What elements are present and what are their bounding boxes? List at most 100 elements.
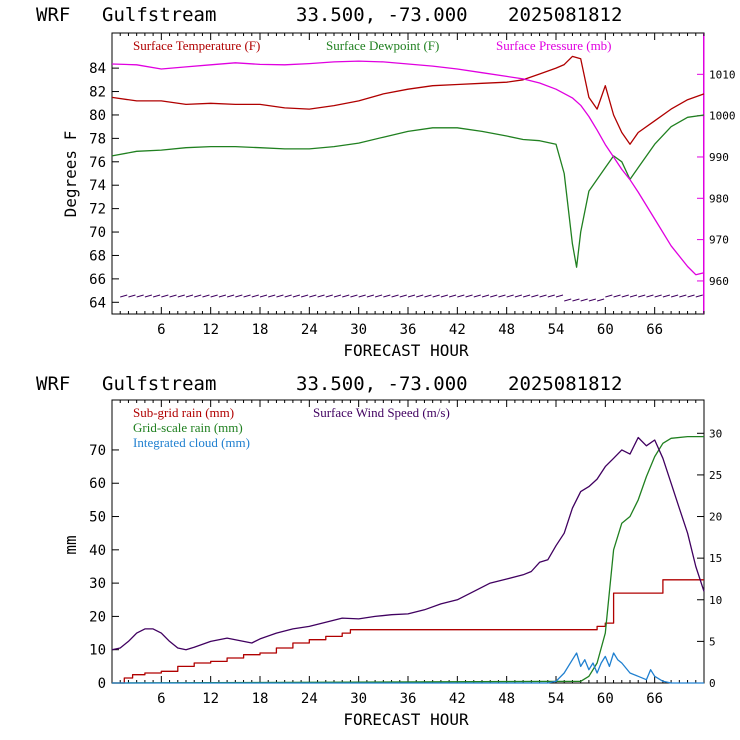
wind-barb bbox=[259, 294, 268, 298]
p1-ytick-label: 76 bbox=[89, 155, 106, 171]
wind-barb bbox=[226, 294, 235, 298]
wind-barb bbox=[572, 298, 580, 302]
wind-barb bbox=[687, 294, 695, 298]
p2-y2tick-label: 0 bbox=[709, 677, 716, 690]
p1-ytick-label: 78 bbox=[89, 131, 106, 147]
p2-ytick-label: 30 bbox=[89, 576, 106, 592]
wind-barb bbox=[350, 294, 358, 298]
p1-right-axis-line bbox=[703, 33, 705, 314]
p1-y2tick-label: 1000 bbox=[709, 110, 736, 123]
wind-barb bbox=[366, 294, 375, 298]
wind-barb bbox=[374, 294, 383, 298]
p2-xtick-label: 24 bbox=[301, 691, 318, 707]
p1-xtick-label: 18 bbox=[252, 322, 269, 338]
wind-barb bbox=[498, 294, 506, 298]
wind-barb bbox=[284, 294, 292, 298]
wind-barb bbox=[506, 294, 514, 298]
p1-ytick-label: 80 bbox=[89, 108, 106, 124]
wind-barb bbox=[654, 294, 662, 298]
p1-ytick-label: 74 bbox=[89, 178, 106, 194]
p1-y2tick-label: 1010 bbox=[709, 68, 736, 81]
wind-barb bbox=[251, 294, 259, 298]
wind-barb bbox=[235, 294, 243, 298]
p2-ytick-label: 60 bbox=[89, 476, 106, 492]
p1-xtick-label: 42 bbox=[449, 322, 466, 338]
series-surface-temperature-f bbox=[111, 55, 705, 145]
wind-barb bbox=[407, 294, 416, 298]
p2-xtick-label: 66 bbox=[646, 691, 663, 707]
p1-y2tick-label: 990 bbox=[709, 151, 729, 164]
p1-xtick-label: 60 bbox=[597, 322, 614, 338]
panel1-header: WRF Gulfstream 33.500, -73.000 202508181… bbox=[0, 0, 740, 30]
p2-y2tick-label: 20 bbox=[709, 511, 722, 524]
wind-barb bbox=[522, 294, 531, 298]
p1-xtick-label: 36 bbox=[400, 322, 417, 338]
wind-barb bbox=[555, 294, 564, 298]
wind-barb bbox=[185, 294, 194, 298]
p2-y2tick-label: 15 bbox=[709, 552, 722, 565]
p1-series-group bbox=[111, 55, 705, 276]
p2-axes: 6 12 18 24 30 36 42 48 54 60 66 0 10 20 30 40 50 60 70 0 5 10… bbox=[89, 400, 722, 707]
p2-ytick-label: 50 bbox=[89, 510, 106, 526]
p2-ytick-label: 0 bbox=[98, 676, 106, 692]
p2-ylabel: mm bbox=[61, 535, 80, 554]
legend-surface-dewpoint: Surface Dewpoint (F) bbox=[326, 38, 439, 53]
p1-ytick-label: 66 bbox=[89, 272, 106, 288]
wind-barb bbox=[152, 294, 161, 298]
p2-xtick-label: 18 bbox=[252, 691, 269, 707]
wind-barbs bbox=[120, 294, 703, 302]
series-grid-scale-rain-mm bbox=[111, 435, 704, 684]
p2-xtick-label: 54 bbox=[548, 691, 565, 707]
precipitation-chart: 6 12 18 24 30 36 42 48 54 60 66 0 10 20 30 40 50 60 70 0 5 10… bbox=[61, 399, 722, 729]
series-surface-dewpoint-f bbox=[111, 114, 705, 268]
wind-barb bbox=[448, 294, 457, 298]
wind-barb bbox=[621, 294, 629, 298]
wind-barb bbox=[120, 294, 128, 298]
wind-barb bbox=[629, 294, 638, 298]
series-integrated-cloud-mm bbox=[112, 652, 704, 684]
p2-ytick-label: 70 bbox=[89, 443, 106, 459]
panel1-coords: 33.500, -73.000 bbox=[296, 4, 468, 26]
wind-barb bbox=[399, 294, 407, 298]
legend-subgrid-rain: Sub-grid rain (mm) bbox=[133, 405, 234, 420]
p2-xtick-label: 42 bbox=[449, 691, 466, 707]
panel1-site: Gulfstream bbox=[102, 4, 217, 26]
p1-y2tick-label: 980 bbox=[709, 192, 729, 205]
p1-xtick-label: 66 bbox=[646, 322, 663, 338]
wind-barb bbox=[383, 294, 391, 298]
p2-series-group bbox=[111, 435, 705, 684]
panel2-header: WRF Gulfstream 33.500, -73.000 202508181… bbox=[0, 369, 740, 399]
p2-xtick-label: 6 bbox=[157, 691, 165, 707]
wind-barb bbox=[481, 294, 490, 298]
p1-xtick-label: 54 bbox=[548, 322, 565, 338]
wind-barb bbox=[210, 294, 218, 298]
p2-xtick-label: 60 bbox=[597, 691, 614, 707]
p1-ytick-label: 64 bbox=[89, 295, 106, 311]
wind-barb bbox=[539, 294, 547, 298]
p1-ytick-label: 84 bbox=[89, 61, 106, 77]
p2-y2tick-label: 10 bbox=[709, 594, 722, 607]
wind-barb bbox=[161, 294, 169, 298]
wind-barb bbox=[531, 294, 539, 298]
legend-gridscale-rain: Grid-scale rain (mm) bbox=[133, 420, 243, 435]
wind-barb bbox=[580, 298, 588, 302]
p1-xlabel: FORECAST HOUR bbox=[343, 341, 469, 360]
p1-xtick-label: 12 bbox=[202, 322, 219, 338]
wind-barb bbox=[358, 294, 366, 298]
wind-barb bbox=[605, 294, 613, 298]
panel1-model: WRF bbox=[36, 4, 71, 26]
p1-ylabel: Degrees F bbox=[61, 131, 80, 218]
p2-xtick-label: 48 bbox=[498, 691, 515, 707]
wind-barb bbox=[432, 294, 440, 298]
wind-barb bbox=[292, 294, 301, 298]
p1-xtick-label: 24 bbox=[301, 322, 318, 338]
wind-barb bbox=[325, 294, 333, 298]
p1-xtick-label: 48 bbox=[498, 322, 515, 338]
panel2-coords: 33.500, -73.000 bbox=[296, 373, 468, 395]
p2-ytick-label: 40 bbox=[89, 543, 106, 559]
legend-integrated-cloud: Integrated cloud (mm) bbox=[133, 435, 250, 450]
wind-barb bbox=[194, 294, 202, 298]
wind-barb bbox=[424, 294, 432, 298]
p1-ytick-label: 82 bbox=[89, 85, 106, 101]
